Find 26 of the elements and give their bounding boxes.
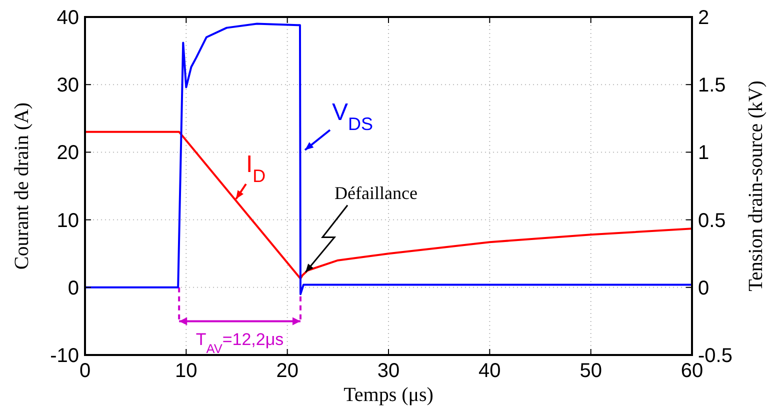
y2-axis-title: Tension drain-source (kV) [745, 80, 767, 292]
x-tick-label: 20 [276, 360, 298, 382]
series-label: V$_{DS}$ [332, 99, 374, 134]
y-tick-label: 0 [68, 277, 79, 300]
y-tick-label: -10 [50, 345, 79, 367]
x-tick-label: 50 [580, 360, 602, 382]
annotation: Défaillance [334, 183, 418, 204]
y-tick-label: 30 [56, 74, 79, 97]
line-series [84, 22, 693, 296]
y2-tick-label: 2 [698, 7, 710, 29]
y2-tick-label: 0 [698, 277, 710, 300]
line-series [84, 130, 693, 280]
x-tick-label: 40 [478, 360, 501, 382]
y2-tick-label: 0.5 [698, 210, 726, 232]
y2-tick-label: 1 [698, 142, 710, 164]
x-tick-label: 60 [680, 360, 704, 382]
y2-tick-label: 1.5 [698, 74, 726, 97]
series-label: I$_{D}$ [246, 151, 266, 186]
y-tick-label: 20 [56, 142, 79, 164]
y-tick-label: 40 [56, 7, 79, 29]
x-axis-title: Temps (μs) [344, 384, 434, 406]
x-tick-label: 30 [377, 360, 400, 382]
annotation: T$_{AV}$=12,2μs [196, 330, 284, 356]
x-tick-label: 10 [175, 360, 198, 382]
y-tick-label: 10 [56, 210, 79, 232]
y-axis-title: Courant de drain (A) [11, 102, 33, 270]
